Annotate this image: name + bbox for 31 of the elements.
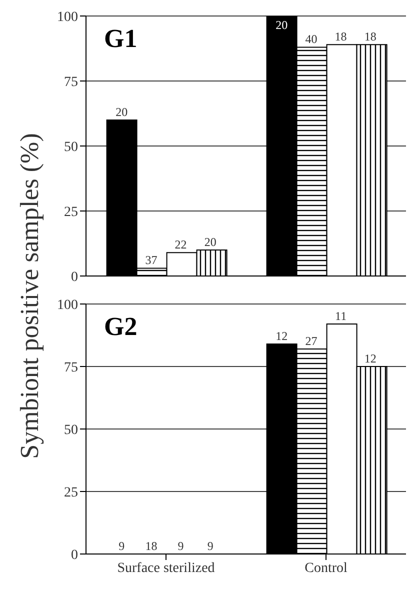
- annotation: 20: [204, 235, 216, 249]
- annotation: 40: [305, 32, 318, 46]
- annotation: 9: [207, 539, 214, 553]
- annotation: 12: [276, 329, 288, 343]
- y-tick-label: 0: [71, 270, 78, 285]
- y-tick-label: 75: [64, 74, 78, 90]
- chart-title: G1: [104, 24, 138, 54]
- annotation: 18: [145, 539, 158, 553]
- y-tick-label: 75: [64, 360, 78, 376]
- y-tick-label: 50: [64, 140, 78, 155]
- y-tick-label: 0: [71, 548, 78, 563]
- annotation: 27: [305, 334, 318, 348]
- annotation: 11: [335, 309, 347, 323]
- annotation: 22: [174, 238, 187, 252]
- annotation: 12: [364, 352, 376, 366]
- annotation: 37: [145, 253, 158, 268]
- annotation: 18: [334, 30, 347, 44]
- annotation: 18: [364, 30, 376, 44]
- y-tick-label: 100: [57, 298, 78, 313]
- annotation: 9: [118, 539, 125, 553]
- x-tick-label: Control: [304, 560, 348, 576]
- annotation: 9: [178, 539, 184, 553]
- x-tick-label: Surface sterilized: [117, 560, 215, 576]
- annotation: 20: [116, 105, 128, 119]
- y-tick-label: 25: [64, 204, 78, 220]
- y-axis-title: Symbiont positive samples (%): [15, 133, 45, 459]
- y-tick-label: 100: [57, 10, 78, 25]
- annotation: 20: [276, 18, 288, 32]
- y-tick-label: 25: [64, 485, 78, 500]
- chart-title: G2: [104, 312, 138, 342]
- y-tick-label: 50: [64, 422, 78, 438]
